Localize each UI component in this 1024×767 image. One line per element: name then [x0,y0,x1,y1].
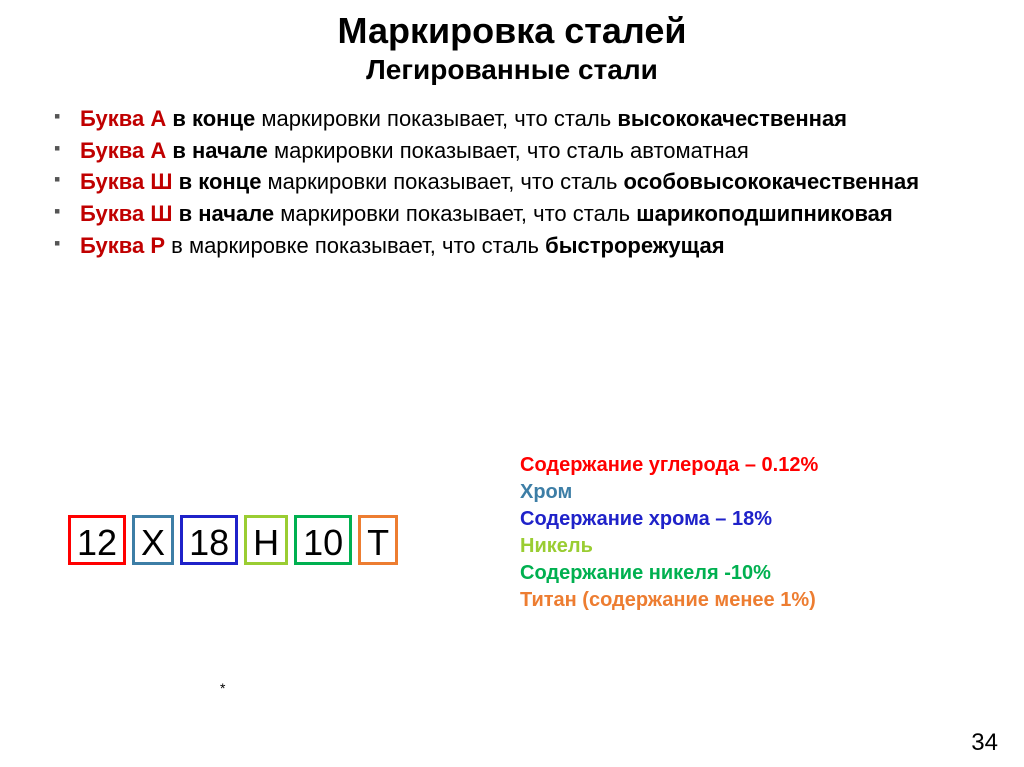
legend-item: Содержание углерода – 0.12% [520,452,818,479]
bullet-mid: в начале [166,138,268,163]
marking-cell: 12 [68,515,126,565]
bullet-bold: быстрорежущая [545,233,724,258]
legend-item: Содержание никеля -10% [520,560,818,587]
bullet-plain: маркировки показывает, что сталь автомат… [268,138,749,163]
bullet-item: Буква А в конце маркировки показывает, ч… [50,104,950,134]
legend-item: Хром [520,479,818,506]
bullet-mid: в конце [166,106,255,131]
bullet-bold: шарикоподшипниковая [636,201,893,226]
bullet-item: Буква Р в маркировке показывает, что ста… [50,231,950,261]
page-number: 34 [971,729,998,757]
bullet-prefix: Буква Ш [80,201,172,226]
bullet-prefix: Буква А [80,106,166,131]
bullet-item: Буква Ш в конце маркировки показывает, ч… [50,167,950,197]
bullet-plain: в маркировке показывает, что сталь [165,233,545,258]
bullet-prefix: Буква А [80,138,166,163]
marking-cell: 10 [294,515,352,565]
marking-cell: Т [358,515,398,565]
marking-row: 12 Х 18 Н 10 Т [68,515,398,565]
marking-cell: Н [244,515,288,565]
bullet-bold: особовысококачественная [624,169,920,194]
bullet-prefix: Буква Ш [80,169,172,194]
legend-item: Содержание хрома – 18% [520,506,818,533]
legend: Содержание углерода – 0.12% Хром Содержа… [520,452,818,614]
marking-cell: Х [132,515,174,565]
page-subtitle: Легированные стали [0,54,1024,86]
bullet-bold: высококачественная [617,106,847,131]
page-title: Маркировка сталей [0,10,1024,52]
bullet-plain: маркировки показывает, что сталь [274,201,636,226]
bullet-prefix: Буква Р [80,233,165,258]
legend-item: Титан (содержание менее 1%) [520,587,818,614]
bullet-plain: маркировки показывает, что сталь [261,169,623,194]
bullet-mid: в начале [172,201,274,226]
bullet-item: Буква А в начале маркировки показывает, … [50,136,950,166]
bullet-item: Буква Ш в начале маркировки показывает, … [50,199,950,229]
footnote-asterisk: * [220,680,225,696]
bullet-list: Буква А в конце маркировки показывает, ч… [50,104,950,260]
bullet-plain: маркировки показывает, что сталь [255,106,617,131]
marking-cell: 18 [180,515,238,565]
bullet-mid: в конце [172,169,261,194]
legend-item: Никель [520,533,818,560]
